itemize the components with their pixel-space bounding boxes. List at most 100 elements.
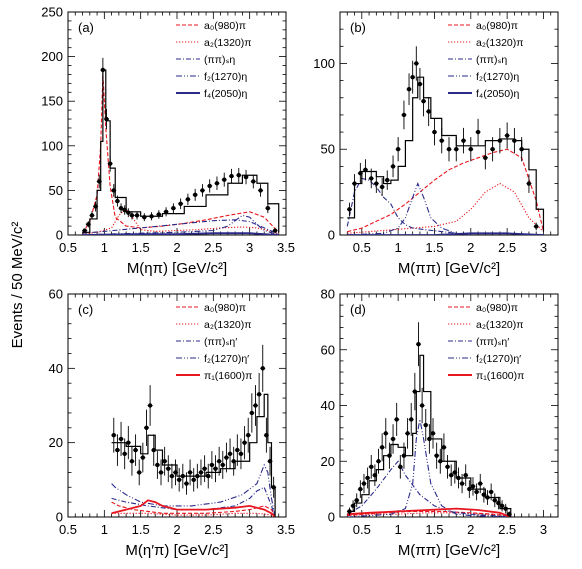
data-point [504,122,510,149]
x-tick-label: 3 [540,522,547,537]
data-point [96,174,102,189]
data-marker [246,433,251,438]
data-marker [361,481,367,486]
data-point [183,472,189,495]
data-point [129,446,135,476]
data-point [431,118,437,146]
data-marker [409,417,414,422]
data-marker [426,109,431,114]
y-tick-label: 100 [313,56,335,71]
curves [111,344,277,517]
legend: a₀(980)π a₂(1320)π (ππ)ₛη f₂(1270)η f₄(2050)… [176,20,252,100]
data-point [149,212,155,221]
legend-label: a₂(1320)π [204,319,252,331]
data-marker [481,492,487,497]
data-point [141,213,147,222]
data-point [390,155,396,178]
data-marker [260,366,265,371]
curves [82,57,280,235]
data-marker [445,464,450,470]
data-marker [149,214,154,219]
data-point [384,170,390,190]
y-tick-label: 100 [41,138,63,153]
x-tick-label: 1.5 [132,522,150,537]
series-pipi_s [111,486,276,517]
data-marker [369,464,374,470]
data-marker [187,470,193,475]
data-marker [459,481,465,486]
data-point [104,108,110,130]
data-point [379,433,385,462]
data-marker [229,173,234,179]
panel-3: 0.5 1 1.5 2 2.5 3 3.5 0 20 40 60 M(η′π) [GeV/c²] (c)… [49,287,296,560]
data-point [185,193,191,205]
data-marker [438,459,443,464]
data-point [250,174,256,189]
data-point [249,393,255,433]
data-point [111,184,117,197]
data-marker [173,470,178,475]
y-tick-label: 150 [41,94,63,109]
data-point [426,96,432,127]
data-marker [137,470,142,475]
data-point [85,221,91,228]
data-marker [369,176,374,181]
data-point [220,451,226,479]
data-point [111,417,117,453]
data-point [118,203,124,214]
data-point [357,480,363,498]
data-point [136,459,142,486]
data-marker [264,433,269,438]
x-axis-label: M(ππ) [GeV/c²] [398,260,500,277]
data-marker [376,459,381,464]
legend-label: π₁(1600)π [204,370,252,382]
y-tick-label: 60 [49,287,63,302]
data-marker [461,138,466,143]
data-marker [214,181,220,186]
data-marker [209,462,215,468]
data-marker [231,459,236,464]
data-marker [133,447,138,453]
data-marker [272,228,278,233]
data-point [143,409,149,447]
data-marker [496,500,501,506]
data-marker [104,116,109,122]
panel-label: (a) [78,20,94,35]
y-tick-label: 250 [41,5,63,20]
data-point [133,434,139,466]
data-point [176,468,182,492]
data-marker [383,431,388,436]
series-f2_1270 [347,419,511,517]
legend-label: f₂(1270)η′ [476,353,521,365]
data-point [390,424,396,454]
panel-4: 0.5 1 1.5 2 2.5 3 0 20 40 60 80 M(ππ) [GeV/c²] (d) a₀… [321,287,559,559]
data-point [209,451,215,479]
data-point [470,477,476,496]
data-marker [468,147,473,152]
data-marker [206,473,211,479]
data-marker [151,447,156,453]
data-point [93,201,99,212]
y-tick-label: 80 [321,287,335,302]
data-point [354,493,360,508]
data-point [165,455,171,483]
x-tick-label: 0.5 [353,240,371,255]
data-point [499,500,505,512]
legend-label: a₀(980)π [204,20,246,32]
data-point [485,490,491,505]
x-tick-label: 2.5 [498,522,516,537]
data-marker [249,410,255,416]
series-a0_980 [82,74,280,234]
legend-label: f₄(2050)η [476,88,520,100]
x-tick-label: 1.5 [425,522,443,537]
data-marker [224,455,229,460]
x-tick-label: 1 [101,522,108,537]
x-tick-label: 0.5 [353,522,371,537]
data-point [430,418,436,449]
data-marker [347,509,352,514]
data-point [426,424,432,454]
legend-label: (ππ)ₛη′ [476,336,509,348]
data-marker [512,138,517,143]
data-marker [202,466,207,471]
data-point [474,483,480,501]
